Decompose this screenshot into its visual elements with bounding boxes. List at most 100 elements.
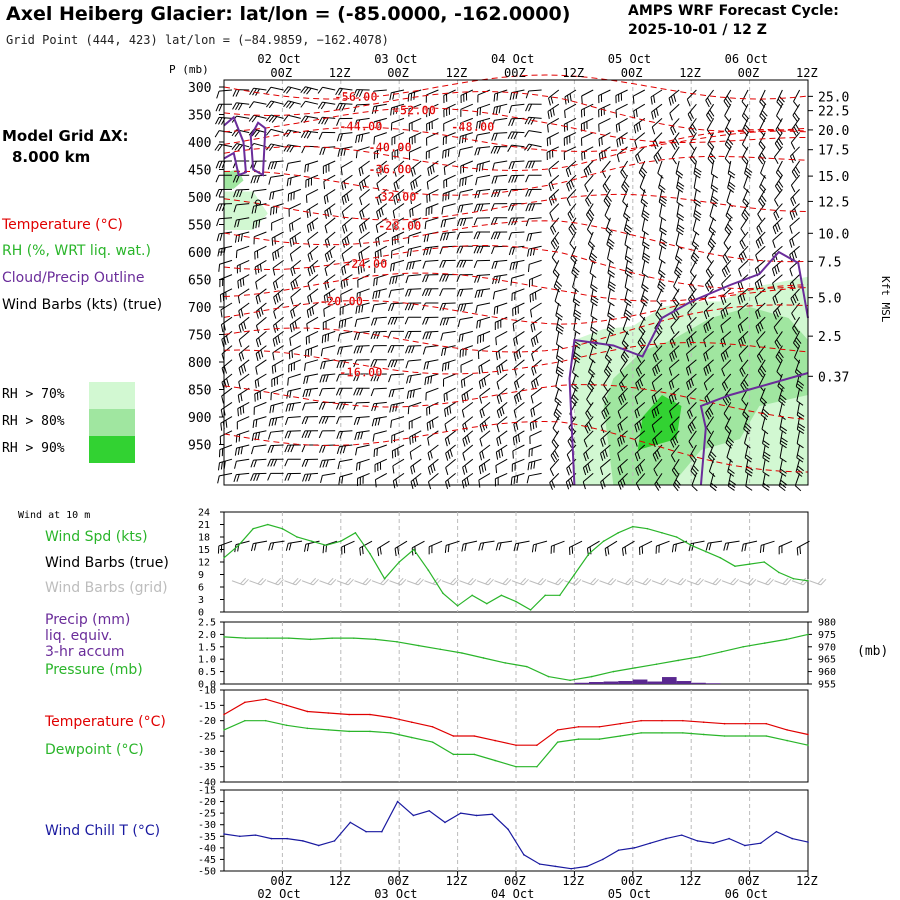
dewpoint-line-point xyxy=(264,719,267,722)
pressure-tick-label: 900 xyxy=(188,411,211,426)
panel-tick-label: 2.5 xyxy=(198,618,216,629)
wind-barb xyxy=(320,472,336,483)
wind-barb xyxy=(758,189,767,208)
wind-barb xyxy=(796,430,804,449)
wind-barb xyxy=(267,472,284,481)
wind-barb xyxy=(390,117,405,131)
wind-barb xyxy=(408,416,422,430)
wind-barb xyxy=(530,302,542,318)
wind-barb xyxy=(531,373,542,390)
wind-speed-line-point xyxy=(559,594,561,597)
wind-barb xyxy=(600,416,611,433)
wind-barb xyxy=(564,89,577,105)
wind-barb xyxy=(238,359,250,376)
wind-barb xyxy=(426,174,439,190)
wind-barb xyxy=(774,331,783,349)
wind-barb xyxy=(546,132,560,147)
temperature-contour-label: -40.00 xyxy=(368,141,411,155)
wind-barb xyxy=(790,174,800,193)
wind-barb xyxy=(476,316,491,329)
temperature-contour xyxy=(223,128,809,172)
wind-barb xyxy=(391,146,405,160)
wind-barb xyxy=(791,160,801,179)
wind-barb xyxy=(550,444,560,463)
wind-barb xyxy=(708,459,716,477)
wind-chill-line-point xyxy=(317,844,320,847)
bottom-date-label: 06 Oct xyxy=(725,887,768,900)
panel-tick-label: 3 xyxy=(198,595,204,606)
wind-barb xyxy=(460,89,474,104)
wind-chill-line-point xyxy=(570,867,573,870)
wind-chill-line-point xyxy=(412,814,415,817)
legend-temperature: Temperature (°C) xyxy=(2,217,123,233)
wind-barb xyxy=(510,274,525,286)
temperature-contour xyxy=(223,420,809,473)
wind-barb xyxy=(391,444,405,459)
wind-barb xyxy=(775,345,784,364)
wind-barb xyxy=(563,132,577,146)
bottom-hour-label: 00Z xyxy=(738,874,760,888)
wind-barb xyxy=(426,416,439,431)
wind-barb xyxy=(404,316,422,325)
wind-barb xyxy=(772,288,783,306)
height-tick-label: 25.0 xyxy=(818,90,849,105)
pressure-line-point xyxy=(504,662,506,664)
wind-chill-line-point xyxy=(680,834,683,836)
wind10m-barb-grid xyxy=(704,577,722,586)
wind-speed-line-point xyxy=(748,563,751,565)
top-date-label: 03 Oct xyxy=(374,52,417,66)
wind-barb xyxy=(762,430,770,449)
wind-barb xyxy=(615,117,628,133)
wind-speed-line-point xyxy=(544,594,546,597)
wind-barb xyxy=(392,458,405,474)
wind-barb xyxy=(359,189,370,206)
wind-barb xyxy=(318,430,336,439)
label-pressure: Pressure (mb) xyxy=(45,662,143,678)
wind-barb xyxy=(322,316,336,331)
wind-barb xyxy=(651,387,663,405)
legend-rh90-swatch xyxy=(89,436,135,463)
wind-barb xyxy=(287,188,301,202)
wind-barb xyxy=(493,89,508,102)
wind-barb xyxy=(703,331,714,348)
wind-speed-line-point xyxy=(734,565,736,567)
wind-barb xyxy=(585,203,595,222)
wind-barb xyxy=(371,103,387,115)
temperature-line-point xyxy=(702,721,705,723)
wind-barb xyxy=(525,160,542,169)
wind10m-barb xyxy=(341,540,355,555)
top-hour-label: 12Z xyxy=(796,66,818,80)
wind-barb xyxy=(598,89,611,104)
top-hour-label: 12Z xyxy=(562,66,584,80)
wind-barb xyxy=(547,117,560,133)
wind-barb xyxy=(283,100,301,109)
wind-barb xyxy=(618,373,628,392)
wind-barb xyxy=(635,359,646,377)
wind10m-barb-grid xyxy=(581,577,599,586)
wind-barb xyxy=(491,132,508,141)
temperature-line-point xyxy=(640,719,642,722)
wind-chill-line-point xyxy=(523,854,525,856)
wind-barb xyxy=(789,231,800,248)
wind10m-barb xyxy=(759,540,775,554)
wind-barb xyxy=(745,473,753,491)
wind-barb xyxy=(237,274,250,289)
panel-tick-label: 15 xyxy=(198,545,210,556)
wind-barb xyxy=(324,245,336,262)
wind10m-barb-grid xyxy=(721,577,739,586)
wind-barb xyxy=(336,132,353,142)
wind-barb xyxy=(657,274,666,293)
wind-barb xyxy=(490,146,508,154)
temperature-line-point xyxy=(473,735,476,737)
label-dewpoint: Dewpoint (°C) xyxy=(45,742,144,758)
wind-barb xyxy=(582,458,594,476)
wind-barb xyxy=(526,231,542,242)
wind-barb xyxy=(406,373,422,384)
wind-barb xyxy=(651,118,663,135)
wind-chill-line-point xyxy=(649,842,651,845)
height-axis-label: Kft MSL xyxy=(879,276,892,323)
bottom-date-label: 02 Oct xyxy=(257,887,300,900)
wind-barb xyxy=(441,345,456,357)
wind-chill-line-point xyxy=(744,844,746,847)
wind-barb xyxy=(491,117,508,128)
